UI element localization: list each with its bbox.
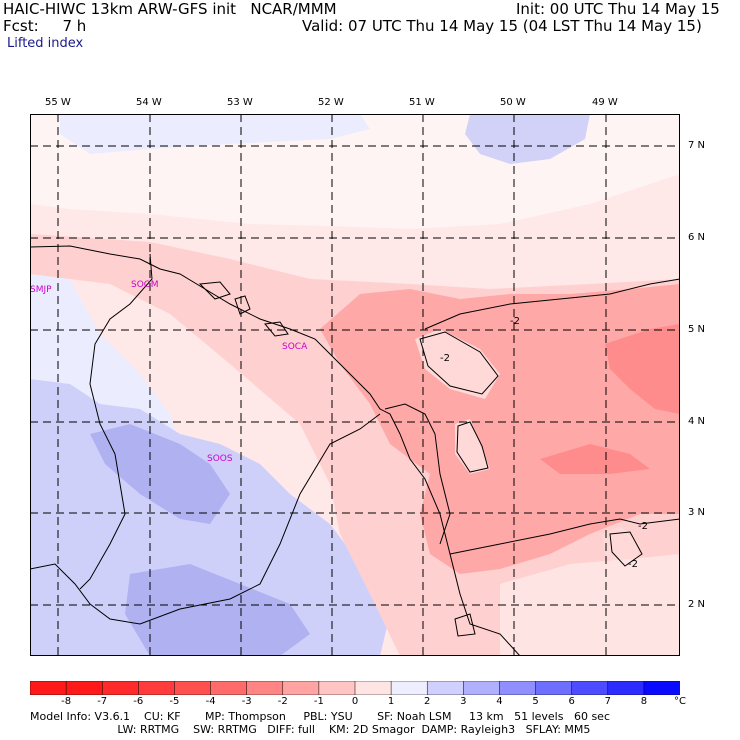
shade-light-hole-3 <box>602 526 640 569</box>
colorbar-swatch <box>535 681 573 695</box>
field-name: Lifted index <box>7 36 84 51</box>
shade-red-east <box>320 284 680 574</box>
colorbar-tick-label: -6 <box>133 696 144 707</box>
coastlines-borders <box>30 245 680 656</box>
lon-label-54w: 54 W <box>136 97 162 108</box>
colorbar-tick-label: -3 <box>241 696 252 707</box>
contour-label-4: -2 <box>628 559 638 570</box>
colorbar-swatch <box>174 681 212 695</box>
border-river <box>79 253 153 590</box>
border-suriname-guyana <box>30 413 381 625</box>
shade-blue-north-2 <box>465 114 590 164</box>
lat-label-7n: 7 N <box>688 140 706 151</box>
colorbar-swatch <box>390 681 428 695</box>
colorbar-swatch <box>426 681 465 695</box>
colorbar-swatch <box>607 681 645 695</box>
colorbar-tick-label: -7 <box>97 696 108 707</box>
valid-time: Valid: 07 UTC Thu 14 May 15 (04 LST Thu … <box>302 17 702 35</box>
colorbar-swatch <box>101 681 140 695</box>
contour-islet-5 <box>454 613 476 637</box>
colorbar-tick-label: -4 <box>205 696 216 707</box>
colorbar-swatch <box>30 681 67 695</box>
forecast-hour: Fcst: 7 h <box>3 17 87 35</box>
station-sogm: SOGM <box>131 280 159 290</box>
contour-islet-1 <box>198 281 231 300</box>
shade-blue-north <box>60 114 370 154</box>
model-title: HAIC-HIWC 13km ARW-GFS init NCAR/MMM <box>3 0 337 18</box>
colorbar-tick-label: -8 <box>61 696 72 707</box>
contour-islet-3 <box>264 321 289 337</box>
colorbar-tick-label: -2 <box>277 696 288 707</box>
lat-label-6n: 6 N <box>688 232 706 243</box>
colorbar-swatch <box>246 681 284 695</box>
contour-islet-2 <box>234 295 251 315</box>
colorbar-swatch <box>282 681 320 695</box>
map-frame <box>30 114 680 656</box>
contour-hole-2 <box>456 421 489 473</box>
colorbar-swatch <box>65 681 103 695</box>
shade-red-core <box>605 324 680 414</box>
graticule <box>30 114 680 656</box>
station-soca: SOCA <box>282 342 308 352</box>
colorbar-tick-label: 7 <box>604 696 611 707</box>
contour-neg2-north <box>424 278 680 330</box>
shade-light-hole-2 <box>455 419 490 474</box>
colorbar-tick-label: -1 <box>313 696 324 707</box>
colorbar <box>30 681 680 695</box>
lon-label-51w: 51 W <box>409 97 435 108</box>
init-time: Init: 00 UTC Thu 14 May 15 <box>516 0 720 18</box>
colorbar-tick-label: 8 <box>640 696 648 707</box>
colorbar-tick-label: 4 <box>496 696 503 707</box>
lon-label-49w: 49 W <box>592 97 618 108</box>
shade-blue-core <box>90 424 230 524</box>
colorbar-swatch <box>318 681 356 695</box>
lon-label-53w: 53 W <box>227 97 253 108</box>
shade-red-patch <box>540 444 650 474</box>
colorbar-swatch <box>210 681 248 695</box>
shade-light-hole-1 <box>415 329 500 399</box>
shade-blue-south <box>125 564 310 656</box>
station-smjp: SMJP <box>30 285 52 295</box>
lon-label-50w: 50 W <box>500 97 526 108</box>
contour-label-1: -2 <box>440 353 450 364</box>
colorbar-swatch <box>571 681 609 695</box>
model-info-line1: Model Info: V3.6.1 CU: KF MP: Thompson P… <box>30 710 610 723</box>
colorbar-swatch <box>463 681 501 695</box>
contour-label-2: -2 <box>510 316 520 327</box>
lat-label-2n: 2 N <box>688 599 706 610</box>
contour-hole-1 <box>419 331 499 395</box>
colorbar-swatch <box>643 681 680 695</box>
contour-neg2-east <box>449 518 680 555</box>
colorbar-unit: °C <box>674 696 686 707</box>
contour-islet-4 <box>609 531 643 567</box>
colorbar-tick-label: 2 <box>424 696 431 707</box>
station-soos: SOOS <box>207 454 233 464</box>
colorbar-tick-label: 0 <box>351 696 359 707</box>
lat-label-4n: 4 N <box>688 416 706 427</box>
colorbar-tick-label: 6 <box>568 696 575 707</box>
contour-label-3: -2 <box>638 521 648 532</box>
colorbar-tick-label: 5 <box>532 696 539 707</box>
colorbar-swatch <box>499 681 537 695</box>
lon-label-52w: 52 W <box>318 97 344 108</box>
lat-label-3n: 3 N <box>688 507 706 518</box>
lifted-index-map: -2 -2 -2 -2 SMJP SOGM SOCA SOOS <box>30 114 680 656</box>
lon-label-55w: 55 W <box>45 97 71 108</box>
colorbar-swatch <box>138 681 176 695</box>
lat-label-5n: 5 N <box>688 324 706 335</box>
colorbar-tick-label: 3 <box>460 696 467 707</box>
colorbar-swatch <box>354 681 392 695</box>
border-guiana-brazil <box>384 403 451 545</box>
colorbar-tick-label: 1 <box>387 696 395 707</box>
colorbar-tick-label: -5 <box>169 696 180 707</box>
model-info-line2: LW: RRTMG SW: RRTMG DIFF: full KM: 2D Sm… <box>30 723 591 736</box>
